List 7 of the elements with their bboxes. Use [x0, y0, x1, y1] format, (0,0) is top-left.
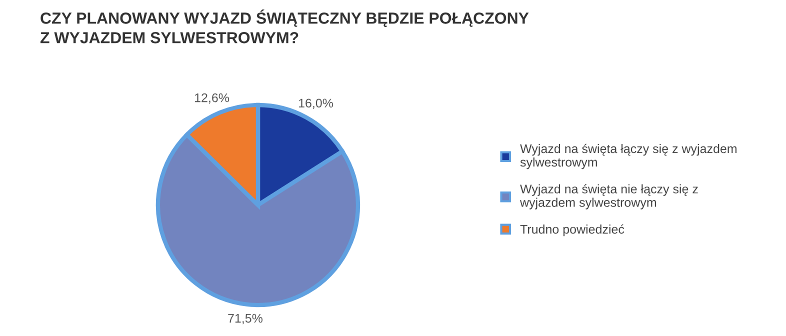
data-label: 71,5%: [228, 314, 262, 324]
data-label: 16,0%: [298, 98, 334, 110]
chart-title: CZY PLANOWANY WYJAZD ŚWIĄTECZNY BĘDZIE POŁĄCZONY Z WYJAZDEM SYLWESTROWYM?: [40, 10, 529, 44]
data-label: 12,6%: [195, 93, 230, 104]
legend-label: Trudno powiedzieć: [520, 224, 624, 236]
legend-label: Wyjazd na święta łączy się z wyjazdem sylwestrowym: [520, 144, 736, 170]
legend-label: Wyjazd na święta nie łączy się z wyjazdem sylwestrowym: [520, 184, 698, 210]
